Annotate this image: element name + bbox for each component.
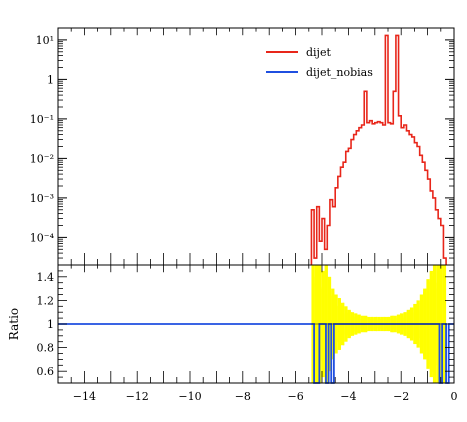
main-y-tick-label: 10⁻⁴ (30, 231, 55, 244)
main-panel: 10⁻⁴ 10⁻³ 10⁻² 10⁻¹ 1 10¹ dijet dijet_nobias (30, 27, 455, 266)
main-x-axis (57, 28, 455, 265)
ratio-y-tick-label: 0.6 (37, 365, 55, 378)
main-y-tick-label: 10⁻² (30, 152, 54, 165)
ratio-x-tick-label: −8 (235, 390, 251, 403)
legend-label-dijet-nobias: dijet_nobias (306, 66, 373, 79)
ratio-x-axis: −14 −12 −10 −8 −6 −4 −2 0 (57, 265, 458, 403)
ratio-y-tick-label: 0.8 (37, 342, 55, 355)
ratio-y-axis: 0.6 0.8 1 1.2 1.4 (37, 264, 454, 384)
ratio-panel: 0.6 0.8 1 1.2 1.4 −14 −12 −10 −8 −6 −4 −2 0 Ratio (7, 264, 458, 403)
ratio-x-tick-label: −12 (126, 390, 149, 403)
main-y-axis: 10⁻⁴ 10⁻³ 10⁻² 10⁻¹ 1 10¹ (30, 27, 454, 266)
main-y-tick-label: 10⁻³ (30, 192, 54, 205)
main-y-tick-label: 1 (47, 73, 54, 86)
ratio-x-tick-label: −10 (178, 390, 201, 403)
ratio-x-tick-label: 0 (451, 390, 458, 403)
ratio-x-tick-label: −14 (73, 390, 96, 403)
ratio-y-axis-label: Ratio (7, 308, 21, 340)
main-y-tick-label: 10¹ (36, 34, 54, 47)
ratio-y-tick-label: 1.4 (37, 271, 55, 284)
ratio-line-dijet-nobias (58, 323, 454, 384)
ratio-series-layer (58, 323, 454, 384)
main-y-tick-label: 10⁻¹ (30, 113, 54, 126)
legend: dijet dijet_nobias (266, 46, 373, 79)
series-line-dijet (310, 34, 447, 265)
ratio-x-tick-label: −6 (287, 390, 303, 403)
ratio-y-tick-label: 1.2 (37, 294, 55, 307)
legend-label-dijet: dijet (306, 46, 331, 59)
main-plot-frame (57, 27, 455, 266)
ratio-x-tick-label: −4 (340, 390, 356, 403)
main-series-layer (310, 34, 447, 265)
ratio-y-tick-label: 1 (47, 318, 54, 331)
ratio-x-tick-label: −2 (393, 390, 409, 403)
